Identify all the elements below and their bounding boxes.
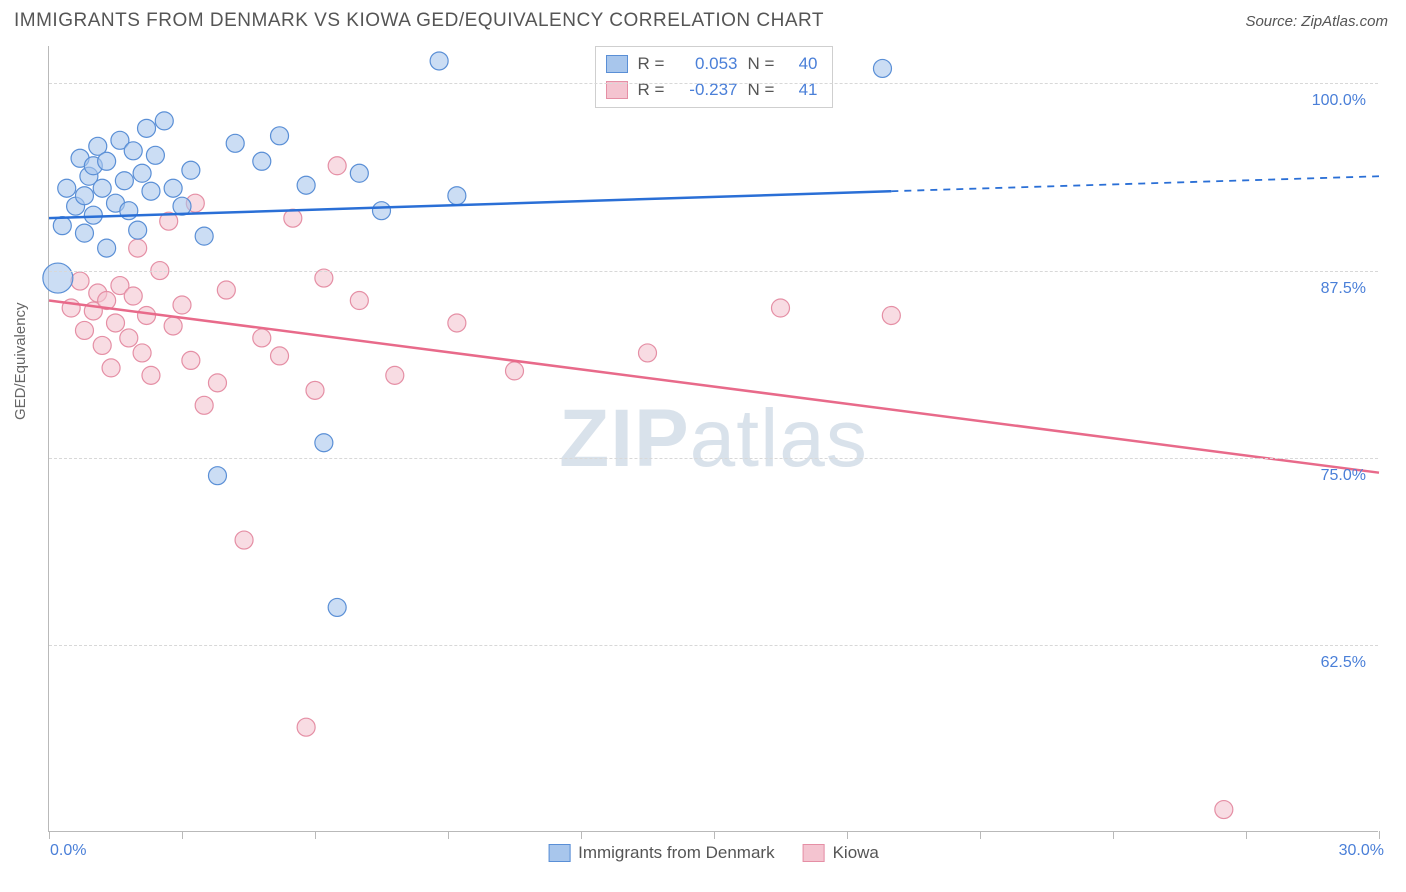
chart-svg [49, 46, 1378, 831]
chart-title: IMMIGRANTS FROM DENMARK VS KIOWA GED/EQU… [14, 10, 824, 32]
y-tick-label: 87.5% [1321, 280, 1366, 298]
r-label-1: R = [638, 51, 668, 77]
legend-swatch-1 [548, 844, 570, 862]
y-axis-label: GED/Equivalency [12, 302, 29, 420]
chart-header: IMMIGRANTS FROM DENMARK VS KIOWA GED/EQU… [0, 0, 1406, 38]
x-label-left: 0.0% [50, 842, 86, 860]
y-tick-label: 100.0% [1312, 92, 1366, 110]
r-value-2: -0.237 [678, 77, 738, 103]
legend-item-1: Immigrants from Denmark [548, 843, 774, 863]
r-value-1: 0.053 [678, 51, 738, 77]
plot-area: ZIPatlas R = 0.053 N = 40 R = -0.237 N =… [48, 46, 1378, 832]
n-label-2: N = [748, 77, 778, 103]
legend-item-2: Kiowa [803, 843, 879, 863]
legend-label-2: Kiowa [833, 843, 879, 863]
legend-label-1: Immigrants from Denmark [578, 843, 774, 863]
y-tick-label: 75.0% [1321, 467, 1366, 485]
chart-source: Source: ZipAtlas.com [1245, 13, 1388, 30]
n-value-1: 40 [788, 51, 818, 77]
legend-swatch-2 [803, 844, 825, 862]
series-legend: Immigrants from Denmark Kiowa [548, 843, 879, 863]
r-label-2: R = [638, 77, 668, 103]
n-value-2: 41 [788, 77, 818, 103]
x-label-right: 30.0% [1339, 842, 1384, 860]
n-label-1: N = [748, 51, 778, 77]
swatch-series-1 [606, 55, 628, 73]
y-tick-label: 62.5% [1321, 654, 1366, 672]
stats-legend: R = 0.053 N = 40 R = -0.237 N = 41 [595, 46, 833, 108]
stats-row-1: R = 0.053 N = 40 [606, 51, 818, 77]
stats-row-2: R = -0.237 N = 41 [606, 77, 818, 103]
